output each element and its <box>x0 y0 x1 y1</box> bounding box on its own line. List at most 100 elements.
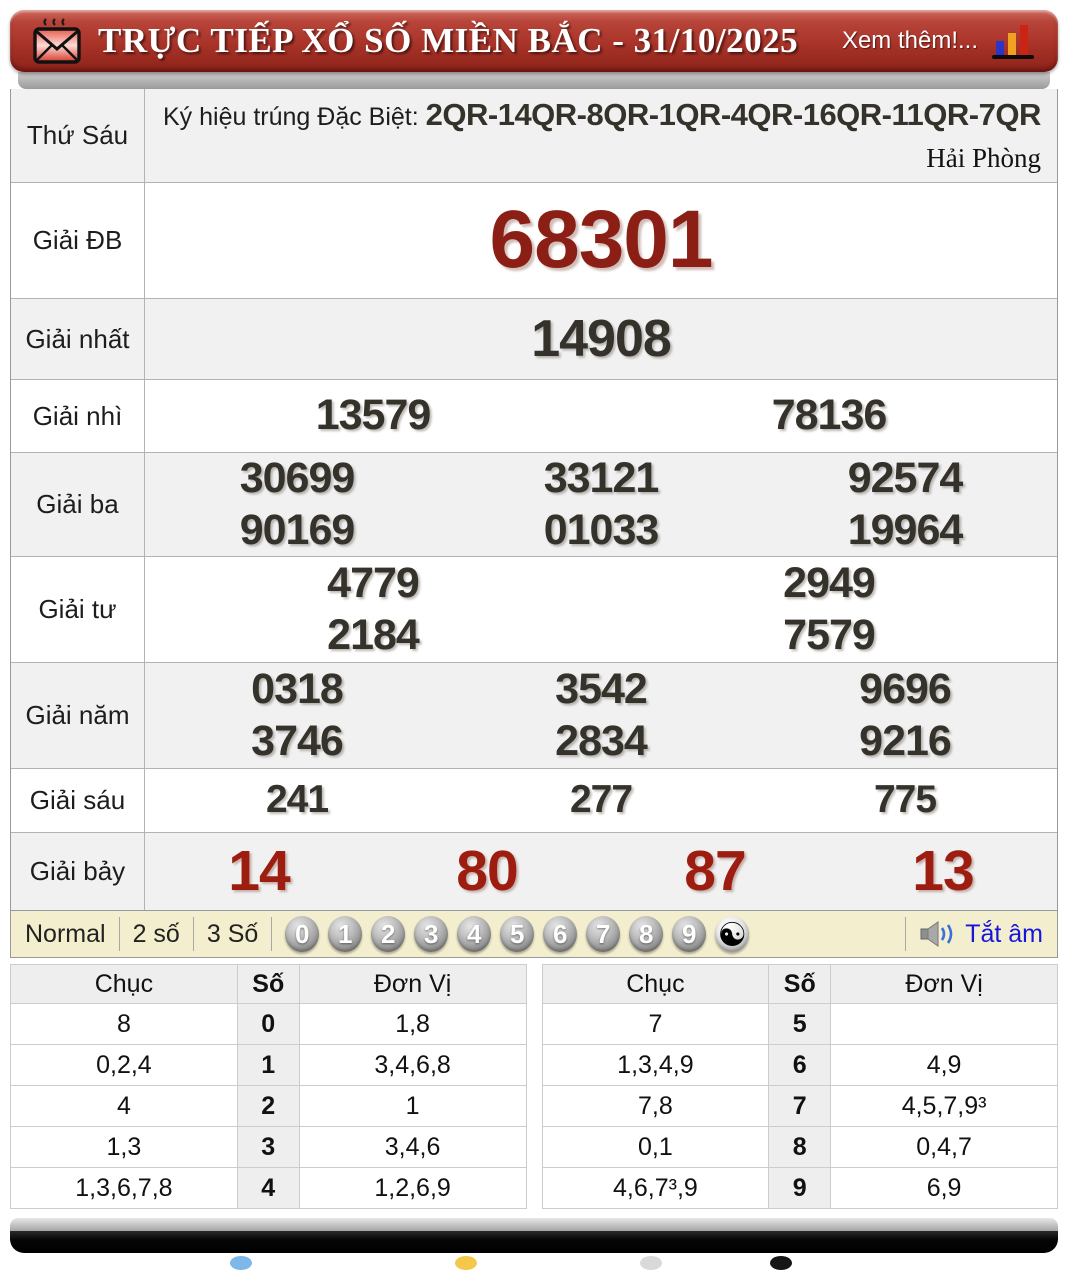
table-row: 1,3 3 3,4,6 <box>10 1126 527 1168</box>
digit-ball-6[interactable]: 6 <box>543 916 578 952</box>
prize-number: 4779 <box>327 558 420 607</box>
speaker-icon[interactable] <box>919 919 957 949</box>
prize-label: Giải tư <box>11 557 145 662</box>
prize-number: 68301 <box>489 194 713 286</box>
donvi-cell <box>830 1003 1058 1045</box>
prize-number: 19964 <box>847 505 964 554</box>
cutoff-icon <box>455 1256 477 1270</box>
digit-ball-5[interactable]: 5 <box>500 916 535 952</box>
chuc-cell: 0,2,4 <box>10 1044 238 1086</box>
prize-number: 277 <box>569 778 633 822</box>
mode-normal-button[interactable]: Normal <box>25 919 106 948</box>
so-cell: 2 <box>236 1085 300 1127</box>
yin-yang-icon[interactable]: ☯ <box>715 916 750 953</box>
so-cell: 6 <box>768 1044 832 1086</box>
donvi-cell: 3,4,6 <box>298 1126 527 1168</box>
table-row: 7 5 <box>541 1003 1058 1045</box>
prize-number: 9696 <box>859 664 952 713</box>
so-cell: 1 <box>236 1044 300 1086</box>
prize-number: 78136 <box>771 391 888 440</box>
prize-row-first: Giải nhất 14908 <box>11 298 1057 379</box>
col-header-so: Số <box>236 964 300 1004</box>
separator <box>192 917 194 951</box>
table-row: 1,3,6,7,8 4 1,2,6,9 <box>10 1167 527 1209</box>
prize-row-third: Giải ba 30699 33121 92574 90169 01033 19… <box>11 452 1057 556</box>
footer-gray-strip <box>10 1218 1058 1231</box>
digit-ball-2[interactable]: 2 <box>371 916 406 952</box>
prize-number: 13 <box>912 838 974 903</box>
prize-number: 13579 <box>315 391 432 440</box>
sign-prefix: Ký hiệu trúng Đặc Biệt: <box>163 103 426 131</box>
prize-number: 2834 <box>555 717 648 766</box>
col-header-so: Số <box>768 964 832 1004</box>
chuc-cell: 4 <box>10 1085 238 1127</box>
chuc-cell: 7 <box>541 1003 770 1045</box>
prize-row-seventh: Giải bảy 14 80 87 13 <box>11 832 1057 910</box>
mode-3so-button[interactable]: 3 Số <box>206 919 259 948</box>
digit-ball-7[interactable]: 7 <box>586 916 621 952</box>
chuc-cell: 1,3,4,9 <box>541 1044 770 1086</box>
so-cell: 5 <box>768 1003 832 1045</box>
separator <box>905 917 907 951</box>
col-header-chuc: Chục <box>541 964 770 1004</box>
prize-number: 90169 <box>239 505 356 554</box>
col-header-chuc: Chục <box>10 964 238 1004</box>
bar-chart-icon[interactable] <box>990 21 1036 61</box>
table-row: 0,1 8 0,4,7 <box>541 1126 1058 1168</box>
digit-ball-3[interactable]: 3 <box>414 916 449 952</box>
results-table: Thứ Sáu Ký hiệu trúng Đặc Biệt: 2QR-14QR… <box>10 89 1058 911</box>
see-more-link[interactable]: Xem thêm!... <box>841 27 978 54</box>
digit-ball-1[interactable]: 1 <box>328 916 363 952</box>
mode-2so-button[interactable]: 2 số <box>132 919 180 948</box>
prize-number: 87 <box>684 838 746 903</box>
sign-codes: 2QR-14QR-8QR-1QR-4QR-16QR-11QR-7QR <box>425 97 1042 132</box>
stats-table-left: Chục Số Đơn Vị 8 0 1,8 0,2,4 1 3,4,6,8 4… <box>10 964 527 1209</box>
prize-number: 0318 <box>251 664 344 713</box>
donvi-cell: 1 <box>298 1085 527 1127</box>
so-cell: 7 <box>768 1085 832 1127</box>
cutoff-icon <box>640 1256 662 1270</box>
prize-row-fifth: Giải năm 0318 3542 9696 3746 2834 9216 <box>11 662 1057 768</box>
donvi-cell: 4,5,7,9³ <box>830 1085 1058 1127</box>
weekday-label: Thứ Sáu <box>11 89 145 182</box>
prize-number: 3542 <box>555 664 648 713</box>
prize-number: 14908 <box>531 309 672 368</box>
digit-ball-0[interactable]: 0 <box>285 916 320 952</box>
donvi-cell: 4,9 <box>830 1044 1058 1086</box>
prize-row-special: Giải ĐB 68301 <box>11 182 1057 298</box>
cutoff-icon <box>770 1256 792 1270</box>
sign-content: Ký hiệu trúng Đặc Biệt: 2QR-14QR-8QR-1QR… <box>145 89 1057 182</box>
prize-label: Giải nhì <box>11 380 145 452</box>
header-shadow-strip <box>18 72 1050 89</box>
footer-black-bar <box>10 1231 1058 1253</box>
digit-ball-9[interactable]: 9 <box>672 916 707 952</box>
so-cell: 3 <box>236 1126 300 1168</box>
prize-row-fourth: Giải tư 4779 2949 2184 7579 <box>11 556 1057 662</box>
mute-button[interactable]: Tắt âm <box>965 919 1043 948</box>
col-header-donvi: Đơn Vị <box>830 964 1058 1004</box>
stats-section: Chục Số Đơn Vị 8 0 1,8 0,2,4 1 3,4,6,8 4… <box>10 964 1058 1209</box>
header-bar: TRỰC TIẾP XỔ SỐ MIỀN BẮC - 31/10/2025 Xe… <box>10 10 1058 72</box>
table-row: 0,2,4 1 3,4,6,8 <box>10 1044 527 1086</box>
table-row: 1,3,4,9 6 4,9 <box>541 1044 1058 1086</box>
chuc-cell: 7,8 <box>541 1085 770 1127</box>
prize-label: Giải ba <box>11 453 145 556</box>
digit-ball-8[interactable]: 8 <box>629 916 664 952</box>
controls-bar: Normal 2 số 3 Số 0 1 2 3 4 5 6 7 8 9 ☯ <box>10 911 1058 958</box>
so-cell: 8 <box>768 1126 832 1168</box>
cutoff-icons-row <box>10 1253 1058 1270</box>
prize-label: Giải nhất <box>11 299 145 379</box>
donvi-cell: 3,4,6,8 <box>298 1044 527 1086</box>
page-title: TRỰC TIẾP XỔ SỐ MIỀN BẮC - 31/10/2025 <box>98 21 799 60</box>
prize-label: Giải bảy <box>11 833 145 910</box>
chuc-cell: 1,3 <box>10 1126 238 1168</box>
digit-ball-4[interactable]: 4 <box>457 916 492 952</box>
so-cell: 9 <box>768 1167 832 1209</box>
table-row: 4 2 1 <box>10 1085 527 1127</box>
donvi-cell: 1,2,6,9 <box>298 1167 527 1209</box>
stats-table-right: Chục Số Đơn Vị 7 5 1,3,4,9 6 4,9 7,8 7 4… <box>541 964 1058 1209</box>
prize-number: 2184 <box>327 611 420 660</box>
province-label: Hải Phòng <box>926 143 1041 173</box>
prize-number: 92574 <box>847 454 964 503</box>
prize-number: 01033 <box>543 505 660 554</box>
